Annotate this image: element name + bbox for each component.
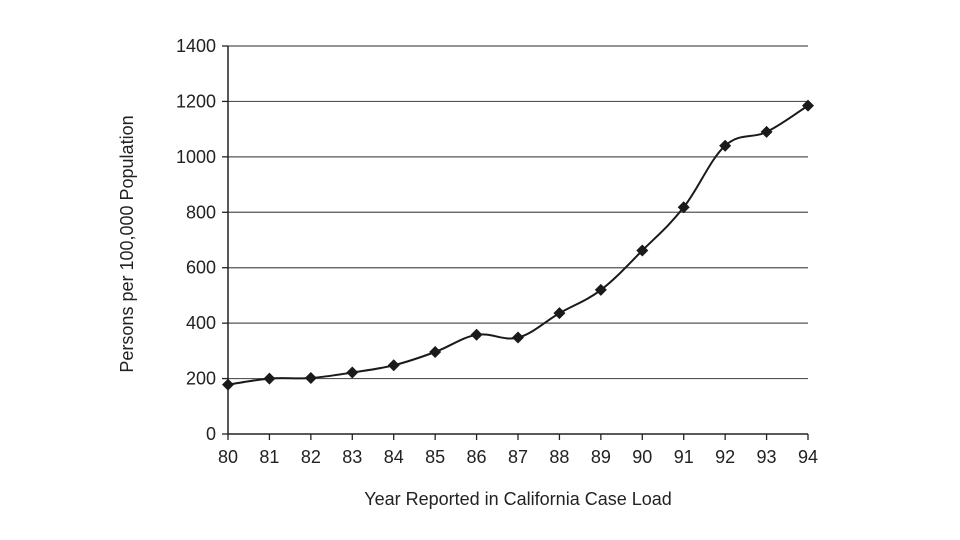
data-point xyxy=(346,366,359,379)
y-tick-label: 200 xyxy=(186,369,216,389)
x-tick-label: 81 xyxy=(259,447,279,467)
x-tick-label: 80 xyxy=(218,447,238,467)
data-point xyxy=(222,378,234,391)
y-axis-title: Persons per 100,000 Population xyxy=(117,115,137,372)
y-tick-label: 1200 xyxy=(176,91,216,111)
x-tick-label: 92 xyxy=(715,447,735,467)
grid-lines xyxy=(228,45,808,380)
data-point xyxy=(304,372,317,385)
x-tick-label: 89 xyxy=(591,447,611,467)
data-point xyxy=(636,244,649,257)
y-tick-label: 800 xyxy=(186,202,216,222)
x-tick-label: 93 xyxy=(757,447,777,467)
x-tick-label: 82 xyxy=(301,447,321,467)
axes xyxy=(222,45,809,440)
y-tick-label: 0 xyxy=(206,424,216,444)
data-point xyxy=(677,201,690,214)
x-tick-label: 83 xyxy=(342,447,362,467)
y-tick-labels: 0 200 400 600 800 1000 1200 1400 xyxy=(176,36,216,444)
x-tick-label: 91 xyxy=(674,447,694,467)
x-tick-label: 84 xyxy=(384,447,404,467)
x-tick-label: 90 xyxy=(632,447,652,467)
data-point xyxy=(594,283,607,296)
data-point xyxy=(429,345,442,358)
x-tick-label: 87 xyxy=(508,447,528,467)
data-point xyxy=(802,99,814,112)
x-tick-label: 88 xyxy=(549,447,569,467)
y-tick-label: 400 xyxy=(186,313,216,333)
y-tick-label: 1400 xyxy=(176,36,216,56)
data-point xyxy=(387,359,400,372)
y-tick-label: 1000 xyxy=(176,147,216,167)
y-tick-label: 600 xyxy=(186,258,216,278)
x-tick-label: 85 xyxy=(425,447,445,467)
data-point xyxy=(470,328,483,341)
data-point xyxy=(553,307,566,320)
data-point xyxy=(760,125,773,138)
x-tick-labels: 80 81 82 83 84 85 86 87 88 89 90 91 92 93 94 xyxy=(218,447,818,467)
x-tick-label: 94 xyxy=(798,447,818,467)
data-point xyxy=(719,139,732,152)
x-tick-label: 86 xyxy=(467,447,487,467)
data-point xyxy=(263,372,276,385)
data-point xyxy=(512,331,524,344)
x-axis-title: Year Reported in California Case Load xyxy=(364,489,672,509)
data-markers xyxy=(222,99,814,391)
